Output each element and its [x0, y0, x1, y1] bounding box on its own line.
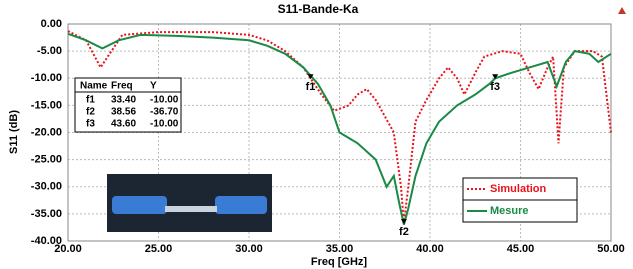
table-cell: f2	[86, 107, 95, 118]
table-header: Y	[150, 81, 157, 92]
photo	[107, 174, 272, 232]
y-tick-label: -10.00	[31, 72, 62, 84]
chart: S11-Bande-Ka Freq [GHz] S11 (dB) Simulat…	[0, 0, 633, 269]
marker-label: f3	[490, 81, 500, 93]
table-cell: -10.00	[150, 119, 179, 130]
chart-title: S11-Bande-Ka	[278, 2, 359, 16]
photo-probe	[215, 196, 267, 214]
marker-label: f1	[306, 81, 316, 93]
x-tick-label: 30.00	[235, 243, 263, 255]
x-axis-label: Freq [GHz]	[311, 256, 368, 268]
photo-probe	[112, 196, 167, 214]
table-header: Freq	[111, 81, 133, 92]
y-tick-label: -30.00	[31, 181, 62, 193]
x-tick-label: 20.00	[54, 243, 82, 255]
table-cell: f3	[86, 119, 95, 130]
table-cell: -10.00	[150, 95, 179, 106]
legend-label: Simulation	[490, 183, 547, 195]
x-tick-label: 50.00	[597, 243, 625, 255]
background	[0, 0, 633, 269]
table-cell: 43.60	[111, 119, 136, 130]
legend-label: Mesure	[490, 205, 529, 217]
y-tick-label: 0.00	[41, 18, 62, 30]
y-tick-label: -15.00	[31, 99, 62, 111]
marker-label: f2	[399, 226, 409, 238]
y-tick-label: -35.00	[31, 208, 62, 220]
table-cell: 33.40	[111, 95, 136, 106]
table-header: Name	[80, 81, 108, 92]
y-tick-label: -5.00	[37, 45, 62, 57]
x-tick-label: 35.00	[326, 243, 354, 255]
table-cell: -36.70	[150, 107, 179, 118]
photo-board	[165, 206, 217, 212]
x-tick-label: 45.00	[507, 243, 535, 255]
x-tick-label: 25.00	[145, 243, 173, 255]
x-tick-label: 40.00	[416, 243, 444, 255]
table-cell: f1	[86, 95, 95, 106]
y-tick-label: -20.00	[31, 126, 62, 138]
legend: Simulation Mesure	[463, 178, 577, 222]
y-axis-label: S11 (dB)	[8, 110, 20, 154]
y-tick-label: -25.00	[31, 154, 62, 166]
table-cell: 38.56	[111, 107, 136, 118]
